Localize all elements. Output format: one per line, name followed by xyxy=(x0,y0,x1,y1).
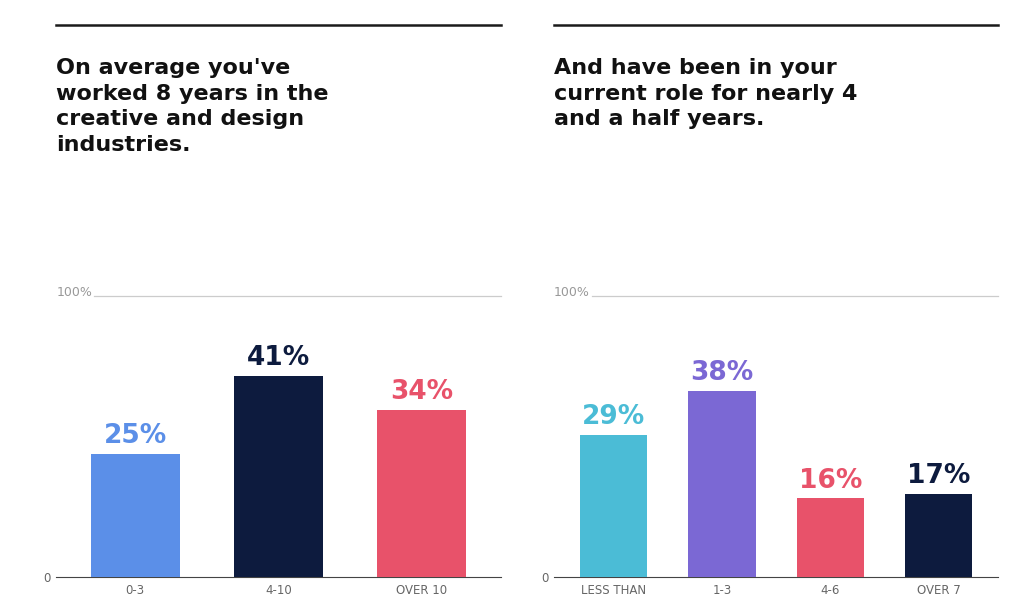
Bar xyxy=(688,391,756,577)
Text: 41%: 41% xyxy=(247,345,310,371)
Bar xyxy=(797,498,864,577)
Text: 29%: 29% xyxy=(582,404,645,430)
Bar xyxy=(91,454,179,577)
Bar xyxy=(905,493,973,577)
Bar xyxy=(580,435,647,577)
Text: 100%: 100% xyxy=(56,285,92,299)
Text: 34%: 34% xyxy=(390,379,454,405)
Text: 17%: 17% xyxy=(907,463,971,489)
Bar xyxy=(234,376,323,577)
Text: 38%: 38% xyxy=(690,360,754,386)
Text: And have been in your
current role for nearly 4
and a half years.: And have been in your current role for n… xyxy=(554,58,857,129)
Text: 16%: 16% xyxy=(799,468,862,493)
Text: On average you've
worked 8 years in the
creative and design
industries.: On average you've worked 8 years in the … xyxy=(56,58,329,155)
Text: 100%: 100% xyxy=(554,285,590,299)
Bar xyxy=(378,410,466,577)
Text: 25%: 25% xyxy=(103,424,167,450)
